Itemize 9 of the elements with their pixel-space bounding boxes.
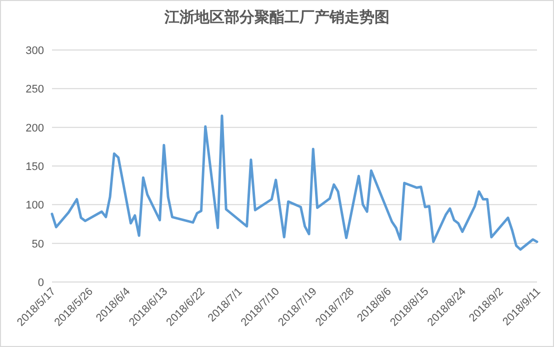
line-series	[50, 114, 538, 251]
y-tick-label: 200	[26, 122, 44, 134]
y-tick-label: 150	[26, 161, 44, 173]
y-tick-label: 300	[26, 45, 44, 57]
y-tick-label: 100	[26, 200, 44, 212]
chart-title: 江浙地区部分聚酯工厂产销走势图	[164, 8, 390, 26]
y-tick-label: 250	[26, 84, 44, 96]
y-tick-label: 0	[38, 277, 44, 289]
y-tick-label: 50	[32, 238, 44, 250]
